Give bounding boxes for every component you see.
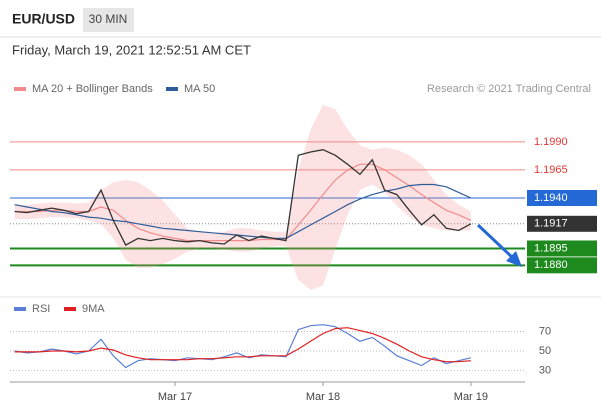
x-tick-label: Mar 18 [306,391,340,403]
level-label-box [527,257,597,274]
y-tick-label: 70 [539,325,551,337]
level-label-box [527,240,597,257]
level-label-box [527,215,597,232]
legend-label: 9MA [82,303,105,315]
legend-swatch [64,307,76,311]
series-line [14,163,472,242]
series-line [14,327,471,363]
level-label: 1.1917 [534,218,568,230]
symbol: EUR/USD [12,11,75,27]
y-tick-label: 30 [539,364,551,376]
x-tick-label: Mar 19 [454,391,488,403]
legend-label: MA 50 [184,83,215,95]
timeframe-tag[interactable] [83,8,134,32]
series-line [14,183,472,239]
level-label: 1.1940 [534,192,568,204]
credit: Research © 2021 Trading Central [427,83,591,95]
timeframe[interactable]: 30 MIN [89,12,128,26]
x-tick-label: Mar 17 [158,391,192,403]
legend-label: MA 20 + Bollinger Bands [32,83,153,95]
level-label: 1.1965 [534,164,568,176]
level-label-box [527,189,597,206]
legend-swatch [14,87,26,91]
legend-label: RSI [32,303,50,315]
level-label: 1.1895 [534,242,568,254]
level-label: 1.1990 [534,136,568,148]
legend-swatch [14,307,26,311]
timestamp: Friday, March 19, 2021 12:52:51 AM CET [12,42,251,57]
level-label: 1.1880 [534,259,568,271]
main-chart: 1.1990 1.1965 1.1940 1.1917 1.1895 1.1880 MA 2… [10,83,597,291]
forecast-arrow [476,223,522,267]
rsi-chart: 70 50 30 RSI 9MA Mar 17 Mar 18 Mar 19 [10,303,551,403]
price-line [14,149,472,246]
series-line [14,324,472,369]
y-tick-label: 50 [539,345,551,357]
legend-swatch [166,87,178,91]
